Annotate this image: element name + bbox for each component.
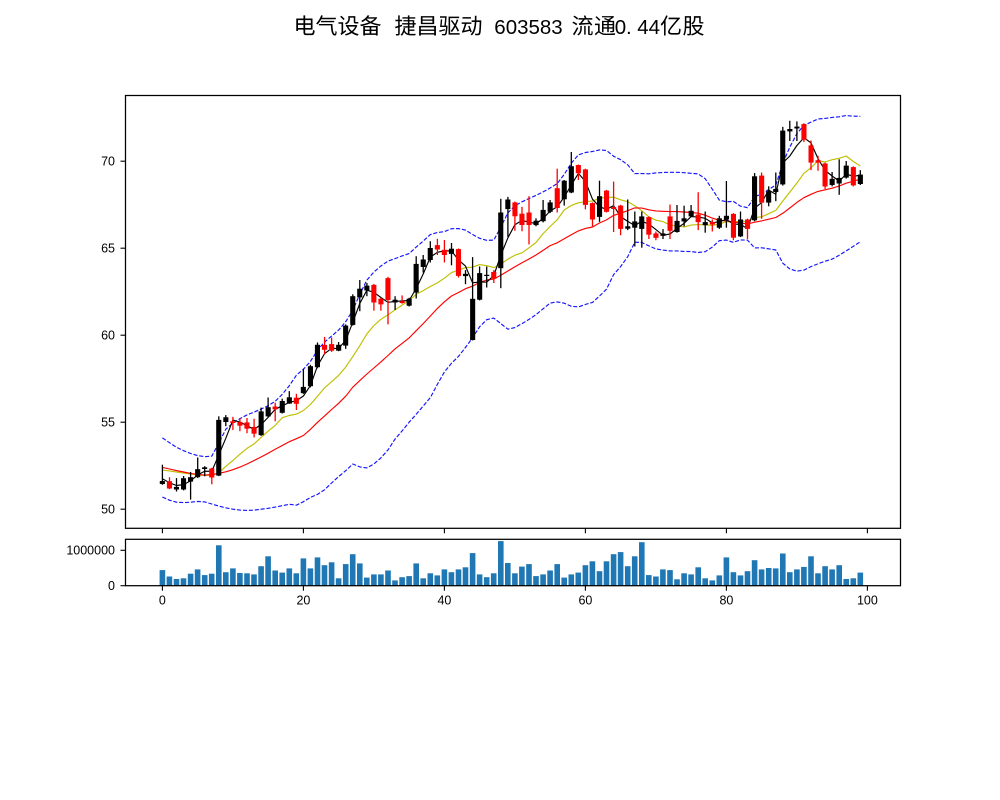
svg-text:40: 40 (437, 593, 451, 607)
svg-text:80: 80 (719, 593, 733, 607)
svg-text:0: 0 (615, 16, 626, 39)
svg-text:100: 100 (857, 593, 878, 607)
svg-text:60: 60 (101, 328, 115, 342)
svg-text:603583: 603583 (494, 16, 562, 39)
svg-text:4: 4 (649, 16, 660, 39)
svg-text:70: 70 (101, 154, 115, 168)
svg-text:0: 0 (108, 579, 115, 593)
svg-text:20: 20 (296, 593, 310, 607)
svg-text:55: 55 (101, 415, 115, 429)
svg-text:65: 65 (101, 241, 115, 255)
svg-text:1000000: 1000000 (66, 544, 115, 558)
svg-text:.: . (626, 16, 632, 39)
svg-text:60: 60 (578, 593, 592, 607)
svg-text:4: 4 (637, 16, 648, 39)
svg-text:0: 0 (159, 593, 166, 607)
svg-text:50: 50 (101, 502, 115, 516)
